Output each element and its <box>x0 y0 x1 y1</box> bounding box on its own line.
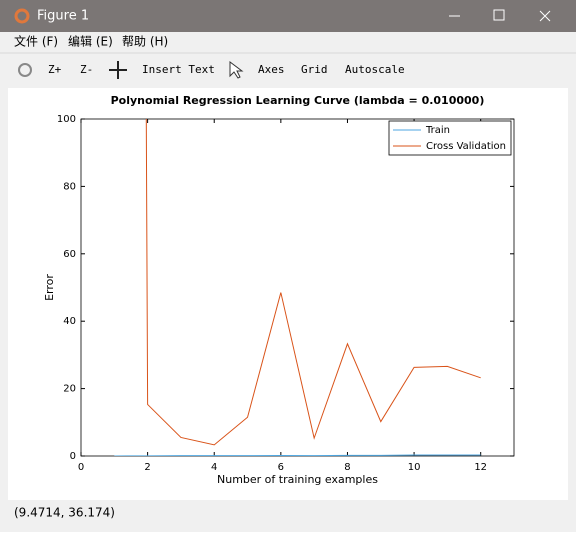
rotate-icon[interactable] <box>18 63 32 77</box>
x-tick-label: 8 <box>344 462 350 473</box>
menu-item[interactable]: 编辑 (E) <box>68 34 113 49</box>
legend-label: Cross Validation <box>426 141 506 152</box>
x-tick-label: 6 <box>278 462 284 473</box>
toolbar-button[interactable]: Axes <box>258 63 285 76</box>
y-tick-label: 20 <box>63 384 76 395</box>
y-tick-label: 100 <box>57 114 76 125</box>
toolbar-button[interactable]: Z+ <box>48 63 62 76</box>
legend-box <box>388 120 512 156</box>
y-tick-label: 80 <box>63 181 76 192</box>
x-tick-label: 0 <box>78 462 84 473</box>
x-tick-label: 4 <box>211 462 217 473</box>
toolbar: Z+ Z- Insert Text Axes Grid Autoscale <box>48 63 405 76</box>
app-icon <box>14 8 30 24</box>
maximize-button[interactable] <box>493 9 505 21</box>
menu-item[interactable]: 文件 (F) <box>14 34 58 49</box>
status-bar <box>0 500 576 526</box>
x-tick-label: 10 <box>408 462 421 473</box>
menu-item[interactable]: 帮助 (H) <box>122 35 168 49</box>
y-tick-label: 40 <box>63 316 76 327</box>
x-axis-label: Number of training examples <box>217 473 378 486</box>
status-text: (9.4714, 36.174) <box>14 506 115 520</box>
y-tick-label: 0 <box>70 451 76 462</box>
line-series <box>114 454 481 456</box>
menu-bar: 文件 (F) 编辑 (E) 帮助 (H) <box>14 34 168 49</box>
close-button[interactable] <box>539 10 551 22</box>
legend-label: Train <box>425 125 450 136</box>
toolbar-button[interactable]: Autoscale <box>345 63 405 76</box>
pan-icon[interactable] <box>109 61 127 79</box>
line-series <box>145 119 481 446</box>
toolbar-button[interactable]: Z- <box>80 63 93 76</box>
x-tick-label: 12 <box>474 462 487 473</box>
y-axis-label: Error <box>43 274 56 301</box>
y-tick-label: 60 <box>63 249 76 260</box>
figure-canvas <box>8 88 568 500</box>
title-bar <box>0 0 576 32</box>
x-tick-label: 2 <box>144 462 150 473</box>
toolbar-button[interactable]: Grid <box>301 63 328 76</box>
toolbar-button[interactable]: Insert Text <box>142 63 215 76</box>
window-title: Figure 1 <box>37 9 89 24</box>
chart-title: Polynomial Regression Learning Curve (la… <box>111 94 485 107</box>
select-icon[interactable] <box>229 61 244 79</box>
